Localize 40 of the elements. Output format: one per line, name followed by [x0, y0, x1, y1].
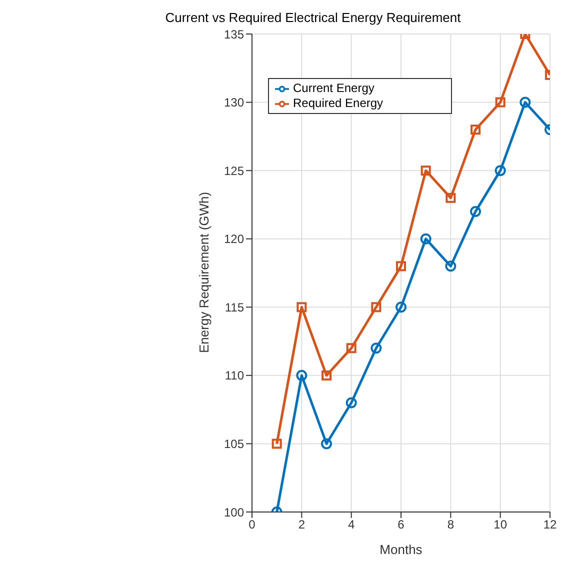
point — [470, 124, 480, 135]
y-axis-title: Energy Requirement (GWh) — [196, 192, 212, 353]
y-tick-label: 105 — [224, 436, 244, 451]
point — [494, 165, 506, 176]
x-tick-label: 12 — [543, 518, 557, 532]
x-tick-label: 0 — [248, 518, 256, 532]
chart-title: Current vs Required Electrical Energy Requirement — [165, 10, 461, 25]
point — [445, 260, 456, 272]
point — [346, 397, 357, 408]
y-tick-label: 135 — [224, 27, 244, 42]
point — [396, 302, 406, 313]
point — [470, 206, 481, 218]
y-tick-label: 100 — [224, 505, 244, 520]
x-tick-label: 4 — [348, 518, 355, 532]
point — [321, 438, 332, 450]
point — [371, 302, 382, 312]
point — [272, 438, 282, 449]
x-tick-label: 8 — [447, 518, 454, 532]
point — [520, 96, 531, 108]
x-tick-label: 10 — [494, 518, 508, 532]
point — [296, 370, 308, 381]
point — [446, 192, 456, 203]
y-tick-label: 110 — [224, 368, 244, 383]
legend-label: Required Energy — [293, 96, 384, 110]
point — [346, 343, 356, 354]
point — [396, 261, 406, 272]
legend-label: Current Energy — [293, 81, 374, 95]
point — [370, 342, 382, 354]
x-tick-label: 6 — [398, 518, 405, 532]
x-axis-title: Months — [380, 542, 423, 557]
x-tick-label: 2 — [298, 518, 306, 532]
point — [322, 370, 332, 380]
y-tick-label: 120 — [224, 232, 244, 246]
y-tick-label: 125 — [224, 164, 244, 178]
point — [420, 166, 431, 176]
y-tick-label: 115 — [224, 300, 244, 314]
point — [296, 302, 307, 312]
point — [495, 97, 506, 108]
point — [420, 233, 432, 244]
y-tick-label: 130 — [224, 96, 244, 110]
